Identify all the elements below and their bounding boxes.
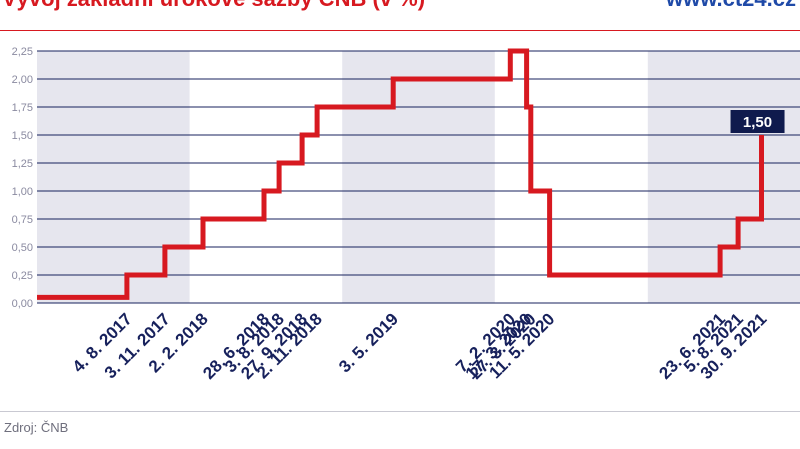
rate-line xyxy=(37,48,764,300)
year-band-2021 xyxy=(647,51,800,303)
footer-divider xyxy=(0,411,800,412)
y-tick-label: 0,25 xyxy=(12,270,33,282)
y-tick-label: 1,25 xyxy=(12,158,33,170)
y-tick-label: 0,75 xyxy=(12,214,33,226)
chart-header: Vývoj základní úrokové sazby ČNB (v %) w… xyxy=(0,0,800,31)
rate-chart: 0,00 0,25 0,50 0,75 1,00 1,25 1,50 1,75 2,00 2,25… xyxy=(12,46,800,383)
y-tick-label: 0,50 xyxy=(12,242,33,254)
year-band-2019 xyxy=(342,51,495,303)
y-tick-label: 1,75 xyxy=(12,102,33,114)
y-tick-label: 2,25 xyxy=(12,46,33,58)
brand-link[interactable]: www.ct24.cz xyxy=(666,0,796,12)
y-tick-label: 2,00 xyxy=(12,74,33,86)
chart-title: Vývoj základní úrokové sazby ČNB (v %) xyxy=(2,0,425,12)
y-tick-label: 0,00 xyxy=(12,298,33,310)
date-label: 3. 5. 2019 xyxy=(335,309,402,376)
end-value-badge xyxy=(730,110,785,133)
y-tick-label: 1,00 xyxy=(12,186,33,198)
end-value-label: 1,50 xyxy=(743,114,772,131)
source-note: Zdroj: ČNB xyxy=(4,420,69,435)
y-tick-label: 1,50 xyxy=(12,130,33,142)
header-divider xyxy=(0,30,800,31)
